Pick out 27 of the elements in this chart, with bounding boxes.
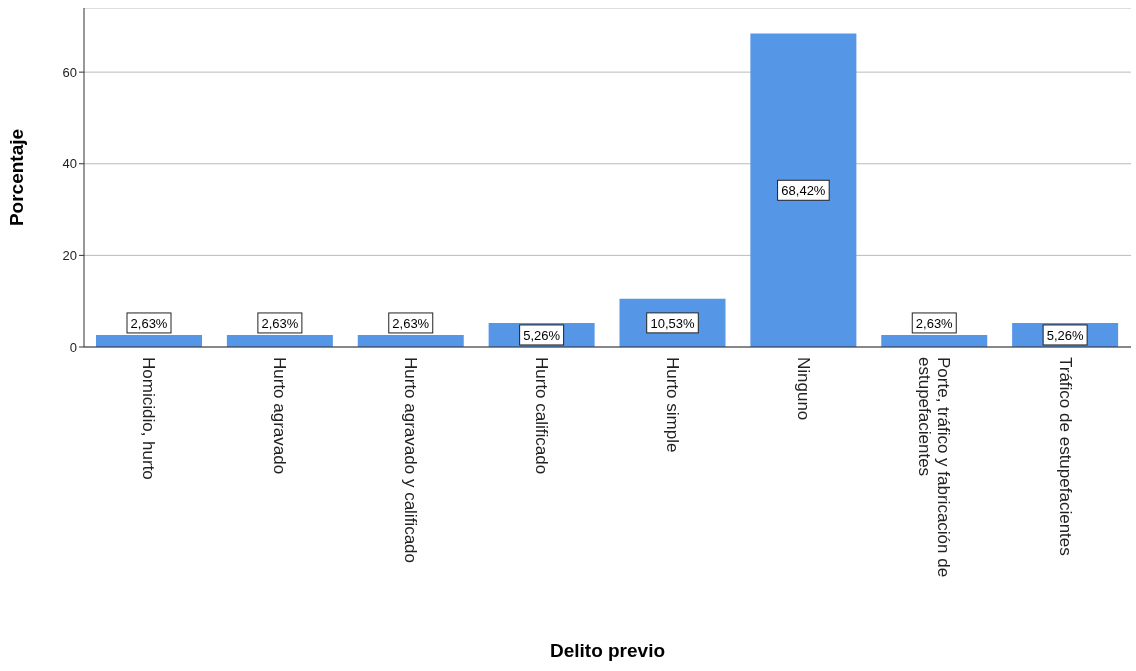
data-label: 2,63% <box>261 315 299 331</box>
x-tick-label: Homicidio, hurto <box>139 357 159 480</box>
bar <box>357 334 464 347</box>
data-label: 10,53% <box>650 315 695 331</box>
y-axis-title: Porcentaje <box>5 128 27 227</box>
x-tick-label: Porte, tráfico y fabricación de estupefacientes <box>915 357 954 578</box>
data-label: 2,63% <box>915 315 954 331</box>
x-axis-title: Delito previo <box>549 640 666 661</box>
x-tick-label: Tráfico de estupefacientes <box>1055 357 1075 556</box>
y-tick-label: 20 <box>62 247 77 263</box>
y-tick-label: 0 <box>69 339 77 355</box>
data-label: 2,63% <box>392 315 430 331</box>
x-tick-label: Hurto agravado y calificado <box>401 357 421 564</box>
data-label: 68,42% <box>781 183 826 199</box>
x-tick-label: Ninguno <box>793 357 813 421</box>
bar <box>96 334 202 347</box>
x-tick-label: Hurto calificado <box>532 357 552 475</box>
bar <box>881 334 988 347</box>
bar <box>226 334 333 347</box>
x-tick-label: Hurto agravado <box>270 357 290 475</box>
x-tick-label: Hurto simple <box>662 357 682 453</box>
y-tick-label: 60 <box>62 64 77 80</box>
data-label: 5,26% <box>1046 327 1084 343</box>
bar <box>750 33 857 347</box>
y-tick-label: 40 <box>62 156 77 172</box>
data-label: 5,26% <box>523 327 561 343</box>
data-label: 2,63% <box>130 315 168 331</box>
